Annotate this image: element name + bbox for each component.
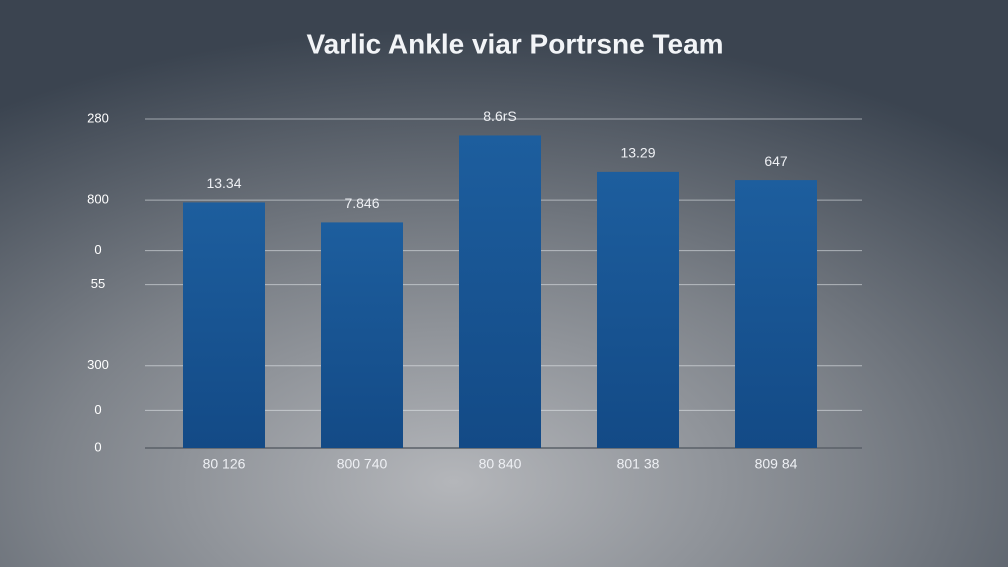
- chart-title: Varlic Ankle viar Portrsne Team: [306, 28, 723, 59]
- annotation: 647: [764, 153, 788, 169]
- bar: [735, 180, 817, 448]
- bar: [459, 135, 541, 448]
- annotation: 13.29: [620, 145, 655, 161]
- bar: [183, 202, 265, 448]
- x-tick-label: 800 740: [337, 456, 388, 472]
- y-tick-label: 280: [87, 110, 109, 125]
- bar: [321, 222, 403, 448]
- y-tick-label: 300: [87, 357, 109, 372]
- bar: [597, 171, 679, 448]
- annotation: 7.846: [344, 195, 379, 211]
- y-tick-label: 800: [87, 192, 109, 207]
- x-tick-label: 80 840: [479, 456, 522, 472]
- y-tick-label: 0: [94, 439, 101, 454]
- annotation: 13.34: [206, 175, 241, 191]
- x-tick-label: 801 38: [617, 456, 660, 472]
- y-tick-label: 55: [91, 276, 105, 291]
- x-tick-label: 809 84: [755, 456, 798, 472]
- y-tick-label: 0: [94, 402, 101, 417]
- y-tick-label: 0: [94, 242, 101, 257]
- annotation: 8.6rS: [483, 108, 516, 124]
- x-tick-label: 80 126: [203, 456, 246, 472]
